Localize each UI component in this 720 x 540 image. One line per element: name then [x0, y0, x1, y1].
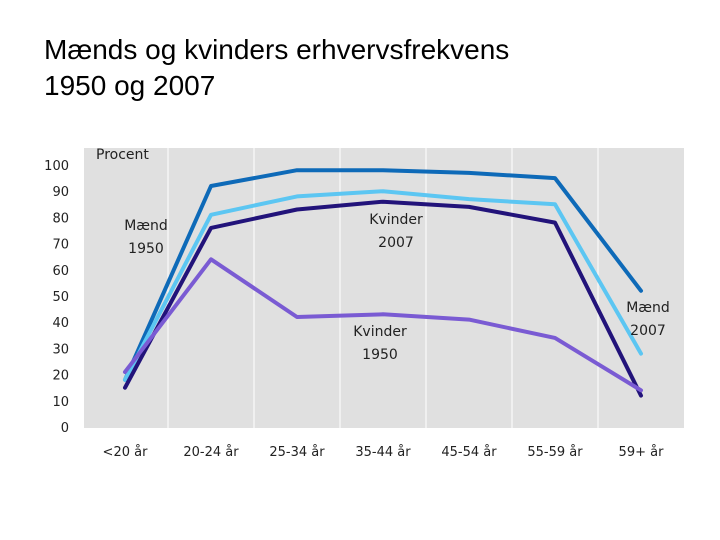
series-label: Kvinder — [369, 212, 423, 228]
x-tick-label: 35-44 år — [355, 445, 411, 460]
y-tick-label: 100 — [44, 159, 69, 174]
series-line — [123, 199, 643, 398]
y-tick-label: 30 — [52, 342, 69, 357]
plot-area — [84, 148, 684, 428]
y-tick-label: 20 — [52, 369, 69, 384]
series-line — [123, 168, 643, 382]
x-tick-label: 55-59 år — [527, 445, 583, 460]
series-label: 1950 — [362, 347, 398, 363]
title-line-2: 1950 og 2007 — [44, 70, 216, 101]
y-tick-label: 90 — [52, 185, 69, 200]
series-label: 2007 — [630, 323, 666, 339]
y-tick-label: 10 — [52, 395, 69, 410]
x-tick-label: 59+ år — [619, 445, 665, 460]
x-tick-label: 25-34 år — [269, 445, 325, 460]
series-label: Kvinder — [353, 324, 407, 340]
title-line-1: Mænds og kvinders erhvervsfrekvens — [44, 34, 510, 65]
y-tick-label: 0 — [61, 421, 69, 436]
slide-title: Mænds og kvinders erhvervsfrekvens 1950 … — [44, 32, 684, 104]
y-tick-label: 40 — [52, 316, 69, 331]
series-label: 2007 — [378, 235, 414, 251]
series-line — [123, 189, 643, 382]
series-label: 1950 — [128, 241, 164, 257]
y-axis-title: Procent — [96, 147, 149, 163]
y-tick-label: 60 — [52, 264, 69, 279]
series-line — [123, 257, 643, 393]
series-label: Mænd — [626, 300, 670, 316]
y-tick-label: 80 — [52, 211, 69, 226]
y-tick-label: 70 — [52, 238, 69, 253]
x-tick-label: 45-54 år — [441, 445, 497, 460]
y-tick-label: 50 — [52, 290, 69, 305]
x-tick-label: 20-24 år — [183, 445, 239, 460]
x-tick-label: <20 år — [103, 445, 149, 460]
series-label: Mænd — [124, 218, 168, 234]
